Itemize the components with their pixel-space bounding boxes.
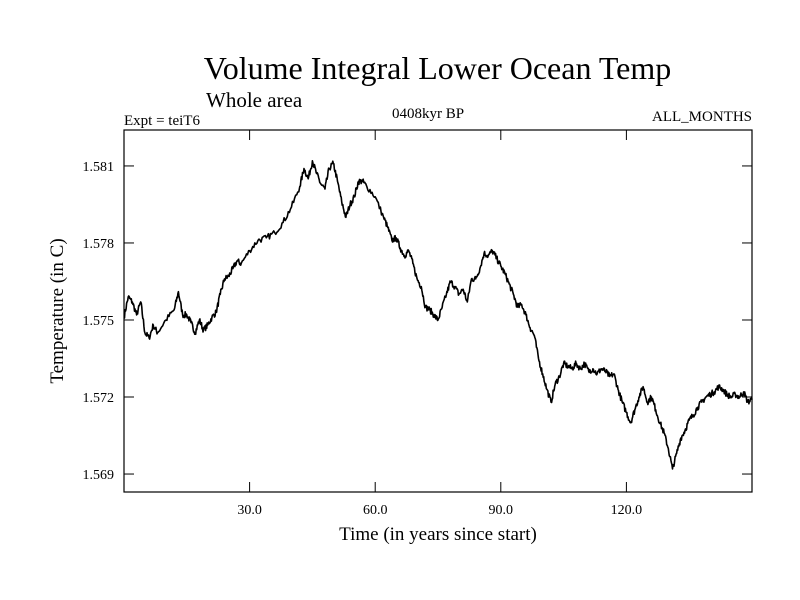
chart-subtitle: Whole area <box>206 88 303 112</box>
x-axis-label: Time (in years since start) <box>339 524 537 545</box>
x-tick-label: 60.0 <box>363 503 388 518</box>
axis-ticks <box>124 130 752 492</box>
plot-frame <box>123 129 753 493</box>
x-tick-label: 30.0 <box>237 503 262 518</box>
months-label: ALL_MONTHS <box>652 109 752 125</box>
y-tick-label: 1.575 <box>83 314 115 329</box>
y-tick-label: 1.569 <box>83 468 115 483</box>
y-axis-label: Temperature (in C) <box>47 238 68 383</box>
y-tick-label: 1.578 <box>83 237 115 252</box>
tick-labels: 30.0 60.0 90.0 120.0 1.569 1.572 1.575 1.578 1.5… <box>83 160 643 518</box>
y-tick-label: 1.581 <box>83 160 115 175</box>
chart-title: Volume Integral Lower Ocean Temp <box>203 50 672 86</box>
x-tick-label: 90.0 <box>489 503 514 518</box>
x-tick-label: 120.0 <box>611 503 643 518</box>
period-label: 0408kyr BP <box>392 106 465 122</box>
y-tick-label: 1.572 <box>83 391 115 406</box>
experiment-label: Expt = teiT6 <box>124 113 200 129</box>
series-line <box>123 160 753 470</box>
